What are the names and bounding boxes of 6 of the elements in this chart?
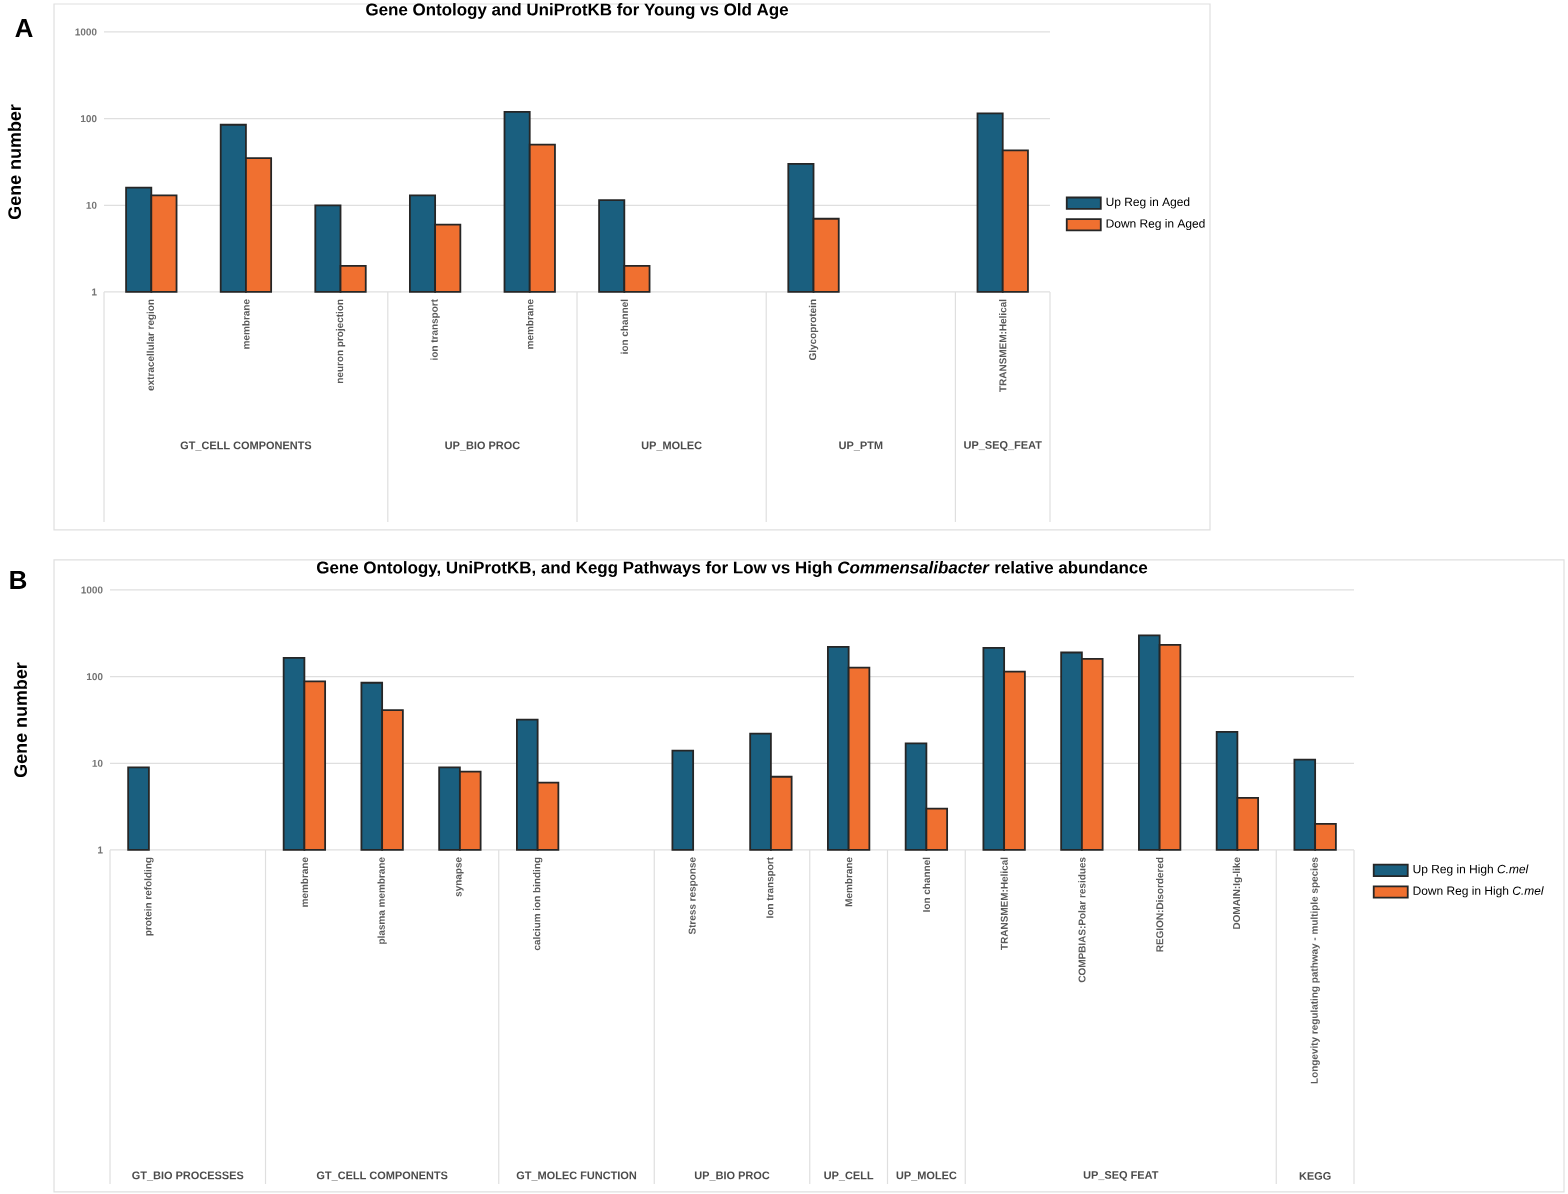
y-axis-title: Gene number — [7, 104, 21, 220]
chart-title: Gene Ontology, UniProtKB, and Kegg Pathways for Low vs High Commensalibacter relative abundance — [316, 561, 1148, 577]
text: A — [15, 19, 33, 37]
y-axis-title: Gene number — [13, 662, 27, 778]
text: B — [10, 571, 27, 589]
chart-title: Gene Ontology and UniProtKB for Young vs Old Age — [366, 3, 789, 19]
